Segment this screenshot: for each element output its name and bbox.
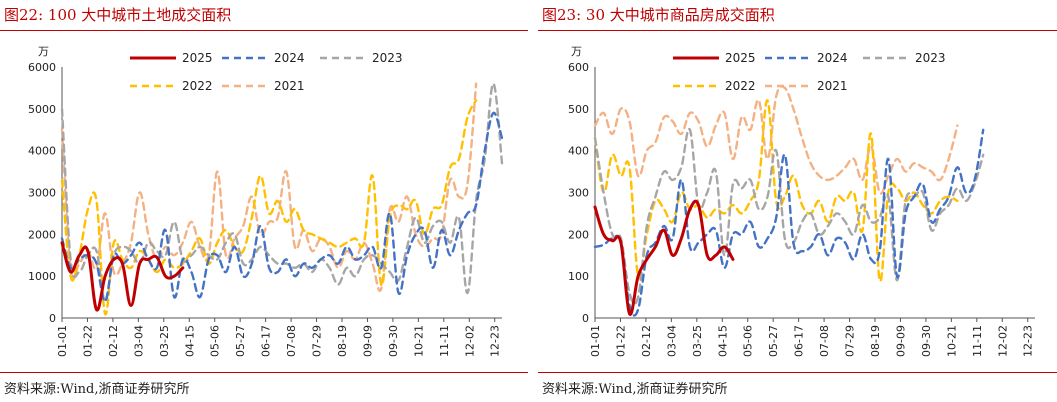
x-tick-label: 03-25 <box>691 325 704 357</box>
x-tick-label: 03-04 <box>132 325 145 357</box>
series-line-2025 <box>60 241 185 312</box>
land-area-line-chart: 万 0 1000 2000 3000 4000 5000 6000 01-01 01-22 02-1… <box>28 45 504 357</box>
x-tick-label: 05-27 <box>767 325 780 357</box>
legend-label-2021: 2021 <box>274 79 305 93</box>
chart-panel-land: 图22: 100 大中城市土地成交面积 万 0 1000 2000 3000 4000 50… <box>0 0 528 402</box>
legend-label-2025: 2025 <box>725 51 756 65</box>
y-tick-label: 600 <box>568 61 589 74</box>
y-tick-label: 500 <box>568 103 589 116</box>
x-tick-label: 11-11 <box>438 325 451 357</box>
x-tick-label: 09-30 <box>920 325 933 357</box>
y-tick-label: 100 <box>568 270 589 283</box>
x-tick-label: 08-19 <box>336 325 349 357</box>
figure-title: 图22: 100 大中城市土地成交面积 <box>4 6 232 24</box>
series-line-2022 <box>593 99 959 283</box>
x-tick-label: 09-09 <box>895 325 908 357</box>
legend-label-2025: 2025 <box>182 51 213 65</box>
x-tick-label: 07-29 <box>311 325 324 357</box>
x-tick-label: 12-02 <box>996 325 1009 357</box>
x-tick-label: 10-21 <box>945 325 958 357</box>
x-tick-label: 04-15 <box>183 325 196 357</box>
legend-label-2022: 2022 <box>182 79 213 93</box>
y-unit-label: 万 <box>38 45 49 58</box>
chart-panel-housing: 图23: 30 大中城市商品房成交面积 万 0 100 200 300 400 500 600… <box>538 0 1057 402</box>
source-note: 资料来源:Wind,浙商证券研究所 <box>542 382 728 397</box>
x-tick-label: 02-12 <box>107 325 120 357</box>
y-tick-label: 400 <box>568 145 589 158</box>
y-tick-label: 0 <box>49 312 56 325</box>
legend-label-2023: 2023 <box>372 51 403 65</box>
x-tick-label: 06-17 <box>260 325 273 357</box>
y-tick-label: 2000 <box>28 228 56 241</box>
y-tick-label: 200 <box>568 228 589 241</box>
y-tick-label: 3000 <box>28 187 56 200</box>
source-note: 资料来源:Wind,浙商证券研究所 <box>4 382 190 397</box>
figure-title: 图23: 30 大中城市商品房成交面积 <box>542 6 775 24</box>
y-unit-label: 万 <box>571 45 582 58</box>
x-tick-label: 04-15 <box>716 325 729 357</box>
x-tick-label: 12-23 <box>1022 325 1035 357</box>
x-tick-label: 03-25 <box>158 325 171 357</box>
series-line-2025 <box>593 199 735 316</box>
x-tick-label: 11-11 <box>971 325 984 357</box>
title-rule <box>538 30 1057 31</box>
x-tick-label: 12-02 <box>463 325 476 357</box>
source-rule <box>538 372 1057 373</box>
x-tick-label: 09-09 <box>362 325 375 357</box>
x-tick-label: 05-06 <box>209 325 222 357</box>
y-tick-label: 6000 <box>28 61 56 74</box>
legend-label-2023: 2023 <box>915 51 946 65</box>
x-tick-label: 01-01 <box>589 325 602 357</box>
series-line-2021 <box>60 82 478 292</box>
legend-label-2022: 2022 <box>725 79 756 93</box>
x-tick-label: 12-23 <box>489 325 502 357</box>
x-tick-label: 10-21 <box>412 325 425 357</box>
title-rule <box>0 30 528 31</box>
legend-label-2021: 2021 <box>817 79 848 93</box>
x-tick-label: 08-19 <box>869 325 882 357</box>
y-tick-label: 4000 <box>28 145 56 158</box>
series-line-2023 <box>593 127 985 306</box>
x-tick-label: 07-08 <box>285 325 298 357</box>
source-rule <box>0 372 528 373</box>
series-line-2024 <box>593 128 985 317</box>
housing-area-line-chart: 万 0 100 200 300 400 500 600 01-01 01-22 02-12 03-04… <box>568 45 1035 357</box>
x-tick-label: 09-30 <box>387 325 400 357</box>
y-tick-label: 5000 <box>28 103 56 116</box>
x-tick-label: 01-22 <box>82 325 95 357</box>
legend-label-2024: 2024 <box>274 51 305 65</box>
series-line-2024 <box>60 111 504 303</box>
y-tick-label: 300 <box>568 187 589 200</box>
legend-label-2024: 2024 <box>817 51 848 65</box>
series-line-2022 <box>60 99 478 316</box>
x-tick-label: 01-22 <box>615 325 628 357</box>
x-tick-label: 05-06 <box>742 325 755 357</box>
x-tick-label: 07-08 <box>818 325 831 357</box>
x-tick-label: 02-12 <box>640 325 653 357</box>
x-tick-label: 03-04 <box>665 325 678 357</box>
series-line-2021 <box>593 85 959 195</box>
y-tick-label: 0 <box>582 312 589 325</box>
y-tick-label: 1000 <box>28 270 56 283</box>
x-tick-label: 01-01 <box>56 325 69 357</box>
x-tick-label: 06-17 <box>793 325 806 357</box>
x-tick-label: 05-27 <box>234 325 247 357</box>
x-tick-label: 07-29 <box>844 325 857 357</box>
